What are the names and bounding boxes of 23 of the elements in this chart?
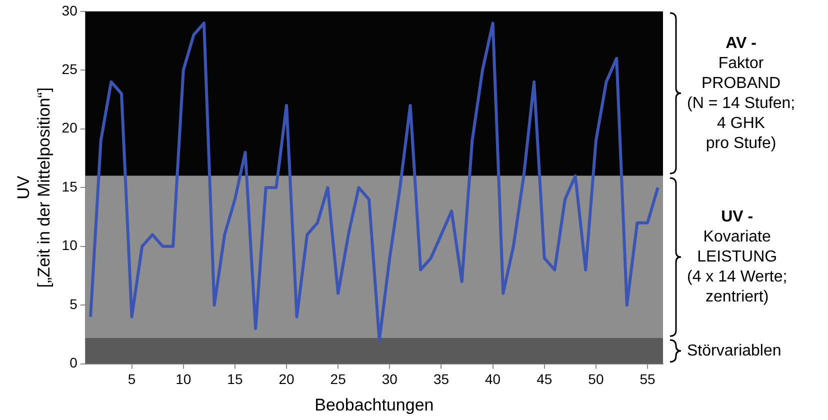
y-tick-label: 20 xyxy=(62,120,78,136)
x-tick-label: 5 xyxy=(128,371,136,388)
y-tick-label: 15 xyxy=(62,178,78,194)
x-tick-label: 25 xyxy=(330,371,346,388)
band-label: AV - Faktor PROBAND (N = 14 Stufen; 4 GHK pro Stufe) xyxy=(687,35,796,152)
band-label: UV - Kovariate LEISTUNG (4 x 14 Werte; zentriert) xyxy=(687,208,788,306)
y-tick-label: 25 xyxy=(62,60,78,77)
x-tick-label: 55 xyxy=(640,371,656,388)
x-tick-label: 30 xyxy=(382,371,398,388)
x-tick-label: 40 xyxy=(485,371,501,388)
x-tick-label: 50 xyxy=(588,371,604,388)
x-tick-label: 45 xyxy=(536,371,552,388)
x-tick-label: 10 xyxy=(176,371,192,388)
y-tick-label: 0 xyxy=(70,354,78,371)
x-tick-label: 35 xyxy=(433,371,450,388)
band-label: Störvariablen xyxy=(686,342,782,360)
x-axis-title: Beobachtungen xyxy=(314,395,434,414)
y-tick-label: 10 xyxy=(62,237,78,254)
y-axis-title: UV [„Zeit in der Mittelposition“] xyxy=(14,87,54,288)
y-tick-label: 5 xyxy=(70,296,78,312)
y-tick-label: 30 xyxy=(62,2,78,18)
x-tick-label: 15 xyxy=(227,371,243,388)
x-tick-label: 20 xyxy=(278,371,295,388)
